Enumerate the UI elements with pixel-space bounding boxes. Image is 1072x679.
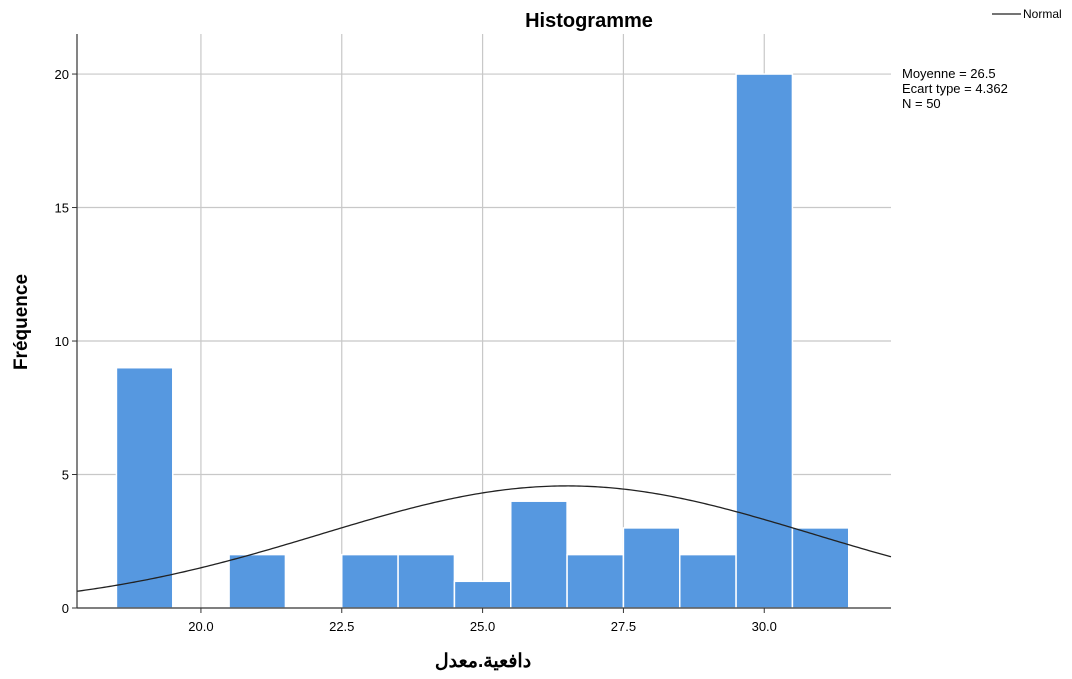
legend: Normal <box>992 7 1062 21</box>
bar-5 <box>510 500 568 609</box>
x-tick-label-4: 30.0 <box>752 619 777 634</box>
x-tick-label-2: 25.0 <box>470 619 495 634</box>
normal-curve-group <box>76 485 892 592</box>
stats-n: N = 50 <box>902 96 941 111</box>
bar-7 <box>622 527 681 609</box>
y-tick-label-4: 20 <box>55 67 69 82</box>
y-tick-label-1: 5 <box>62 468 69 483</box>
stats-std-dev: Ecart type = 4.362 <box>902 81 1008 96</box>
bar-1 <box>228 553 287 609</box>
y-tick-label-0: 0 <box>62 601 69 616</box>
axes <box>76 34 891 609</box>
stats-mean: Moyenne = 26.5 <box>902 66 996 81</box>
bar-8 <box>679 553 737 609</box>
bar-9 <box>735 73 794 609</box>
x-tick-label-1: 22.5 <box>329 619 354 634</box>
y-axis-label: Fréquence <box>11 274 32 370</box>
y-tick-label-2: 10 <box>55 334 69 349</box>
y-tick-labels: 0 5 10 15 20 <box>55 67 77 616</box>
bar-3 <box>397 553 456 609</box>
legend-normal-label: Normal <box>1023 7 1062 21</box>
bar-0 <box>115 366 174 609</box>
bar-2 <box>341 553 399 609</box>
bar-4 <box>453 580 512 609</box>
y-tick-label-3: 15 <box>55 201 69 216</box>
bar-10 <box>791 527 850 609</box>
histogram-bars <box>115 73 850 609</box>
chart-title: Histogramme <box>525 10 653 32</box>
normal-curve <box>76 485 892 592</box>
x-axis-label: دافعية.معدل <box>435 651 531 672</box>
x-tick-labels: 20.0 22.5 25.0 27.5 30.0 <box>188 608 777 634</box>
bar-6 <box>566 553 625 609</box>
x-tick-label-3: 27.5 <box>611 619 636 634</box>
x-tick-label-0: 20.0 <box>188 619 213 634</box>
stats-box: Moyenne = 26.5 Ecart type = 4.362 N = 50 <box>902 66 1008 111</box>
